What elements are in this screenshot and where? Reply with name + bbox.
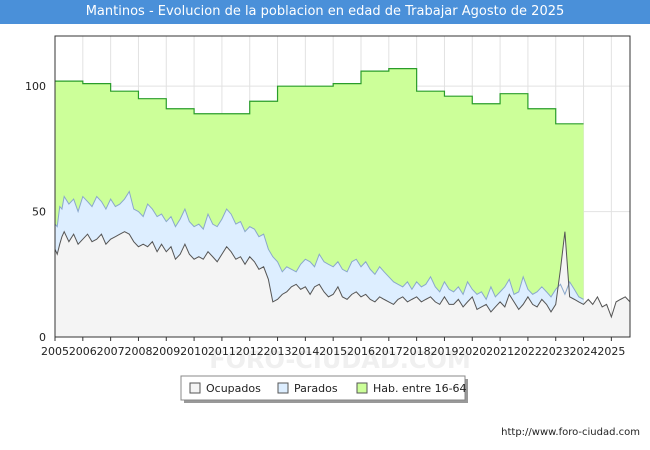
legend: Ocupados Parados Hab. entre 16-64 <box>180 375 468 403</box>
x-tick-label: 2023 <box>542 345 570 358</box>
y-tick-label: 50 <box>32 206 46 219</box>
x-tick-label: 2025 <box>597 345 625 358</box>
legend-swatch <box>277 382 289 394</box>
x-tick-label: 2005 <box>41 345 69 358</box>
series-areas <box>55 68 630 337</box>
x-tick-label: 2010 <box>180 345 208 358</box>
x-tick-label: 2012 <box>236 345 264 358</box>
x-tick-label: 2021 <box>486 345 514 358</box>
watermark: FORO-CIUDAD.COM <box>209 346 471 374</box>
series-lines <box>54 68 631 319</box>
x-tick-label: 2024 <box>570 345 598 358</box>
x-tick-label: 2019 <box>430 345 458 358</box>
series-line-hab <box>55 68 584 125</box>
plot-frame <box>54 35 631 338</box>
x-tick-label: 2006 <box>69 345 97 358</box>
x-tick-label: 2009 <box>152 345 180 358</box>
chart-title: Mantinos - Evolucion de la poblacion en … <box>0 0 650 24</box>
x-tick-label: 2018 <box>403 345 431 358</box>
x-tick-label: 2020 <box>458 345 486 358</box>
legend-label: Parados <box>294 382 338 395</box>
x-tick-label: 2016 <box>347 345 375 358</box>
legend-swatch <box>356 382 368 394</box>
series-line-parados <box>54 190 584 301</box>
legend-swatch <box>189 382 201 394</box>
x-tick-label: 2015 <box>319 345 347 358</box>
legend-box <box>180 375 466 401</box>
series-line-ocupados <box>54 230 631 319</box>
y-axis-ticks: 0 50 100 <box>25 80 46 344</box>
x-tick-label: 2014 <box>291 345 319 358</box>
series-area-ocupados <box>55 231 630 337</box>
x-tick-label: 2013 <box>264 345 292 358</box>
x-tick-label: 2011 <box>208 345 236 358</box>
x-tick-label: 2007 <box>97 345 125 358</box>
x-tick-label: 2022 <box>514 345 542 358</box>
x-axis-ticks: 2005 2006 2007 2008 2009 2010 2011 2012 2013 2014… <box>41 337 625 358</box>
legend-label: Hab. entre 16-64 <box>373 382 467 395</box>
source-url[interactable]: http://www.foro-ciudad.com <box>501 427 640 438</box>
y-tick-label: 0 <box>39 331 46 344</box>
legend-label: Ocupados <box>206 382 261 395</box>
x-tick-label: 2008 <box>124 345 152 358</box>
y-tick-label: 100 <box>25 80 46 93</box>
x-tick-label: 2017 <box>375 345 403 358</box>
